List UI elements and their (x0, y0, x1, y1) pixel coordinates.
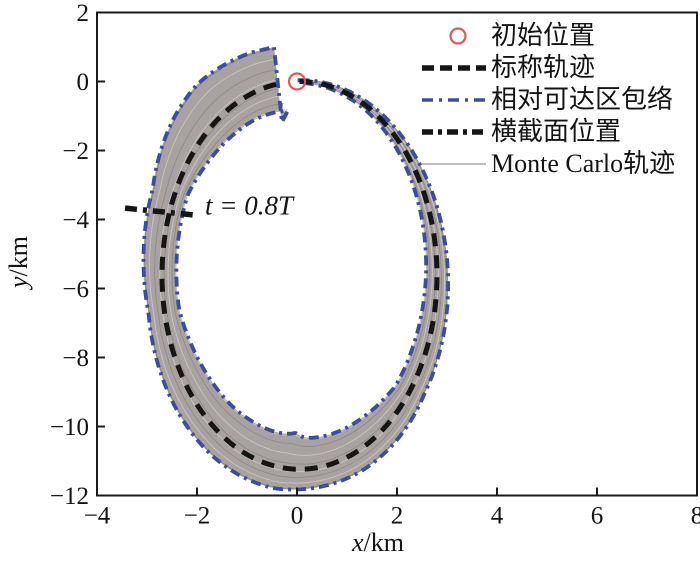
cross-section-annotation: t = 0.8T (205, 190, 295, 220)
monte-carlo-trajectory (171, 82, 430, 447)
y-tick-label: −8 (62, 345, 89, 372)
x-tick-label: 0 (291, 503, 304, 530)
y-tick-label: −6 (62, 276, 89, 303)
y-tick-label: 0 (77, 69, 90, 96)
y-tick-label: −10 (50, 414, 89, 441)
cross-section-line (124, 205, 199, 219)
monte-carlo-trajectory (154, 69, 442, 478)
y-tick-label: −2 (62, 138, 89, 165)
x-tick-label: 6 (591, 503, 604, 530)
x-axis-label: x/km (351, 528, 404, 557)
monte-carlo-trajectory (149, 58, 445, 484)
x-tick-label: 2 (391, 503, 404, 530)
initial-position-marker (287, 72, 307, 91)
x-tick-label: 8 (691, 503, 700, 530)
y-tick-label: −4 (62, 207, 89, 234)
x-tick-label: 4 (491, 503, 504, 530)
y-axis-label: y/km (4, 236, 33, 291)
x-tick-label: −2 (184, 503, 211, 530)
nominal-trajectory-line (159, 79, 440, 472)
x-tick-label: −4 (84, 503, 111, 530)
y-tick-label: −12 (50, 483, 89, 510)
monte-carlo-trajectory (167, 81, 433, 456)
y-tick-label: 2 (77, 0, 90, 27)
